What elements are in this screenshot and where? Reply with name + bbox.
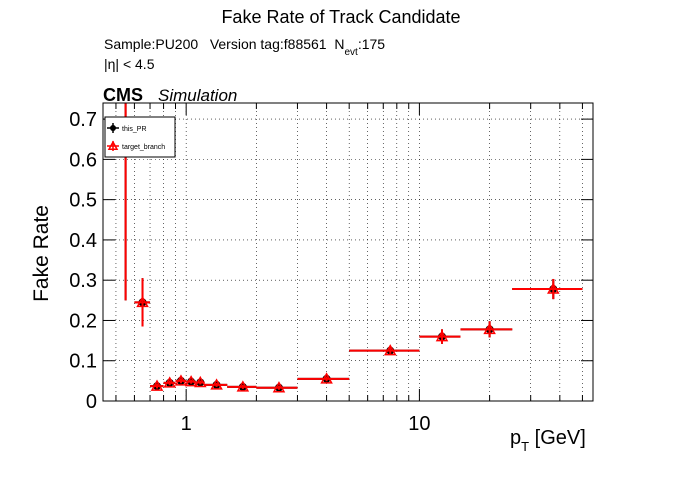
marker	[210, 378, 223, 390]
y-tick-label: 0.6	[69, 149, 97, 171]
cms-label: CMS	[103, 85, 143, 105]
y-tick-label: 0.7	[69, 109, 97, 131]
legend-label: this_PR	[122, 126, 147, 133]
x-tick-label: 1	[181, 413, 192, 435]
cms-extra: Simulation	[158, 86, 237, 105]
x-axis-label: pT [GeV]	[510, 427, 586, 454]
legend: this_PR target_branch	[107, 123, 165, 151]
y-axis-label: Fake Rate	[30, 205, 53, 302]
plot-data	[124, 103, 583, 393]
marker	[194, 375, 207, 388]
y-tick-label: 0.3	[69, 270, 97, 292]
sample-info: Sample:PU200 Version tag:f88561 Nevt:175	[104, 36, 385, 58]
marker	[547, 282, 560, 294]
legend-box	[104, 116, 176, 158]
x-label-sub: T	[521, 439, 529, 454]
marker	[272, 381, 286, 393]
marker	[136, 295, 149, 308]
marker	[435, 330, 449, 342]
marker	[184, 375, 198, 387]
y-tick-label: 0.4	[69, 230, 97, 252]
marker	[483, 322, 496, 335]
marker	[107, 140, 119, 150]
x-label-main: p	[510, 427, 521, 449]
marker	[236, 380, 250, 392]
marker	[110, 125, 116, 131]
x-tick-label: 10	[408, 413, 430, 435]
y-tick-label: 0.1	[69, 351, 97, 373]
marker	[383, 344, 397, 356]
marker	[174, 374, 188, 386]
eta-text: |η| < 4.5	[104, 56, 155, 72]
x-label-unit: [GeV]	[529, 427, 586, 449]
plot-frame	[102, 102, 594, 402]
chart-title: Fake Rate of Track Candidate	[221, 7, 460, 27]
marker	[150, 379, 164, 391]
marker	[163, 376, 176, 388]
legend-label: target_branch	[122, 144, 165, 151]
y-tick-label: 0	[86, 391, 97, 413]
sample-sub: evt	[344, 47, 358, 58]
y-tick-label: 0.2	[69, 310, 97, 332]
marker	[320, 372, 333, 384]
sample-tail: :175	[358, 36, 385, 52]
y-tick-label: 0.5	[69, 190, 97, 212]
sample-text: Sample:PU200 Version tag:f88561 N	[104, 36, 344, 52]
